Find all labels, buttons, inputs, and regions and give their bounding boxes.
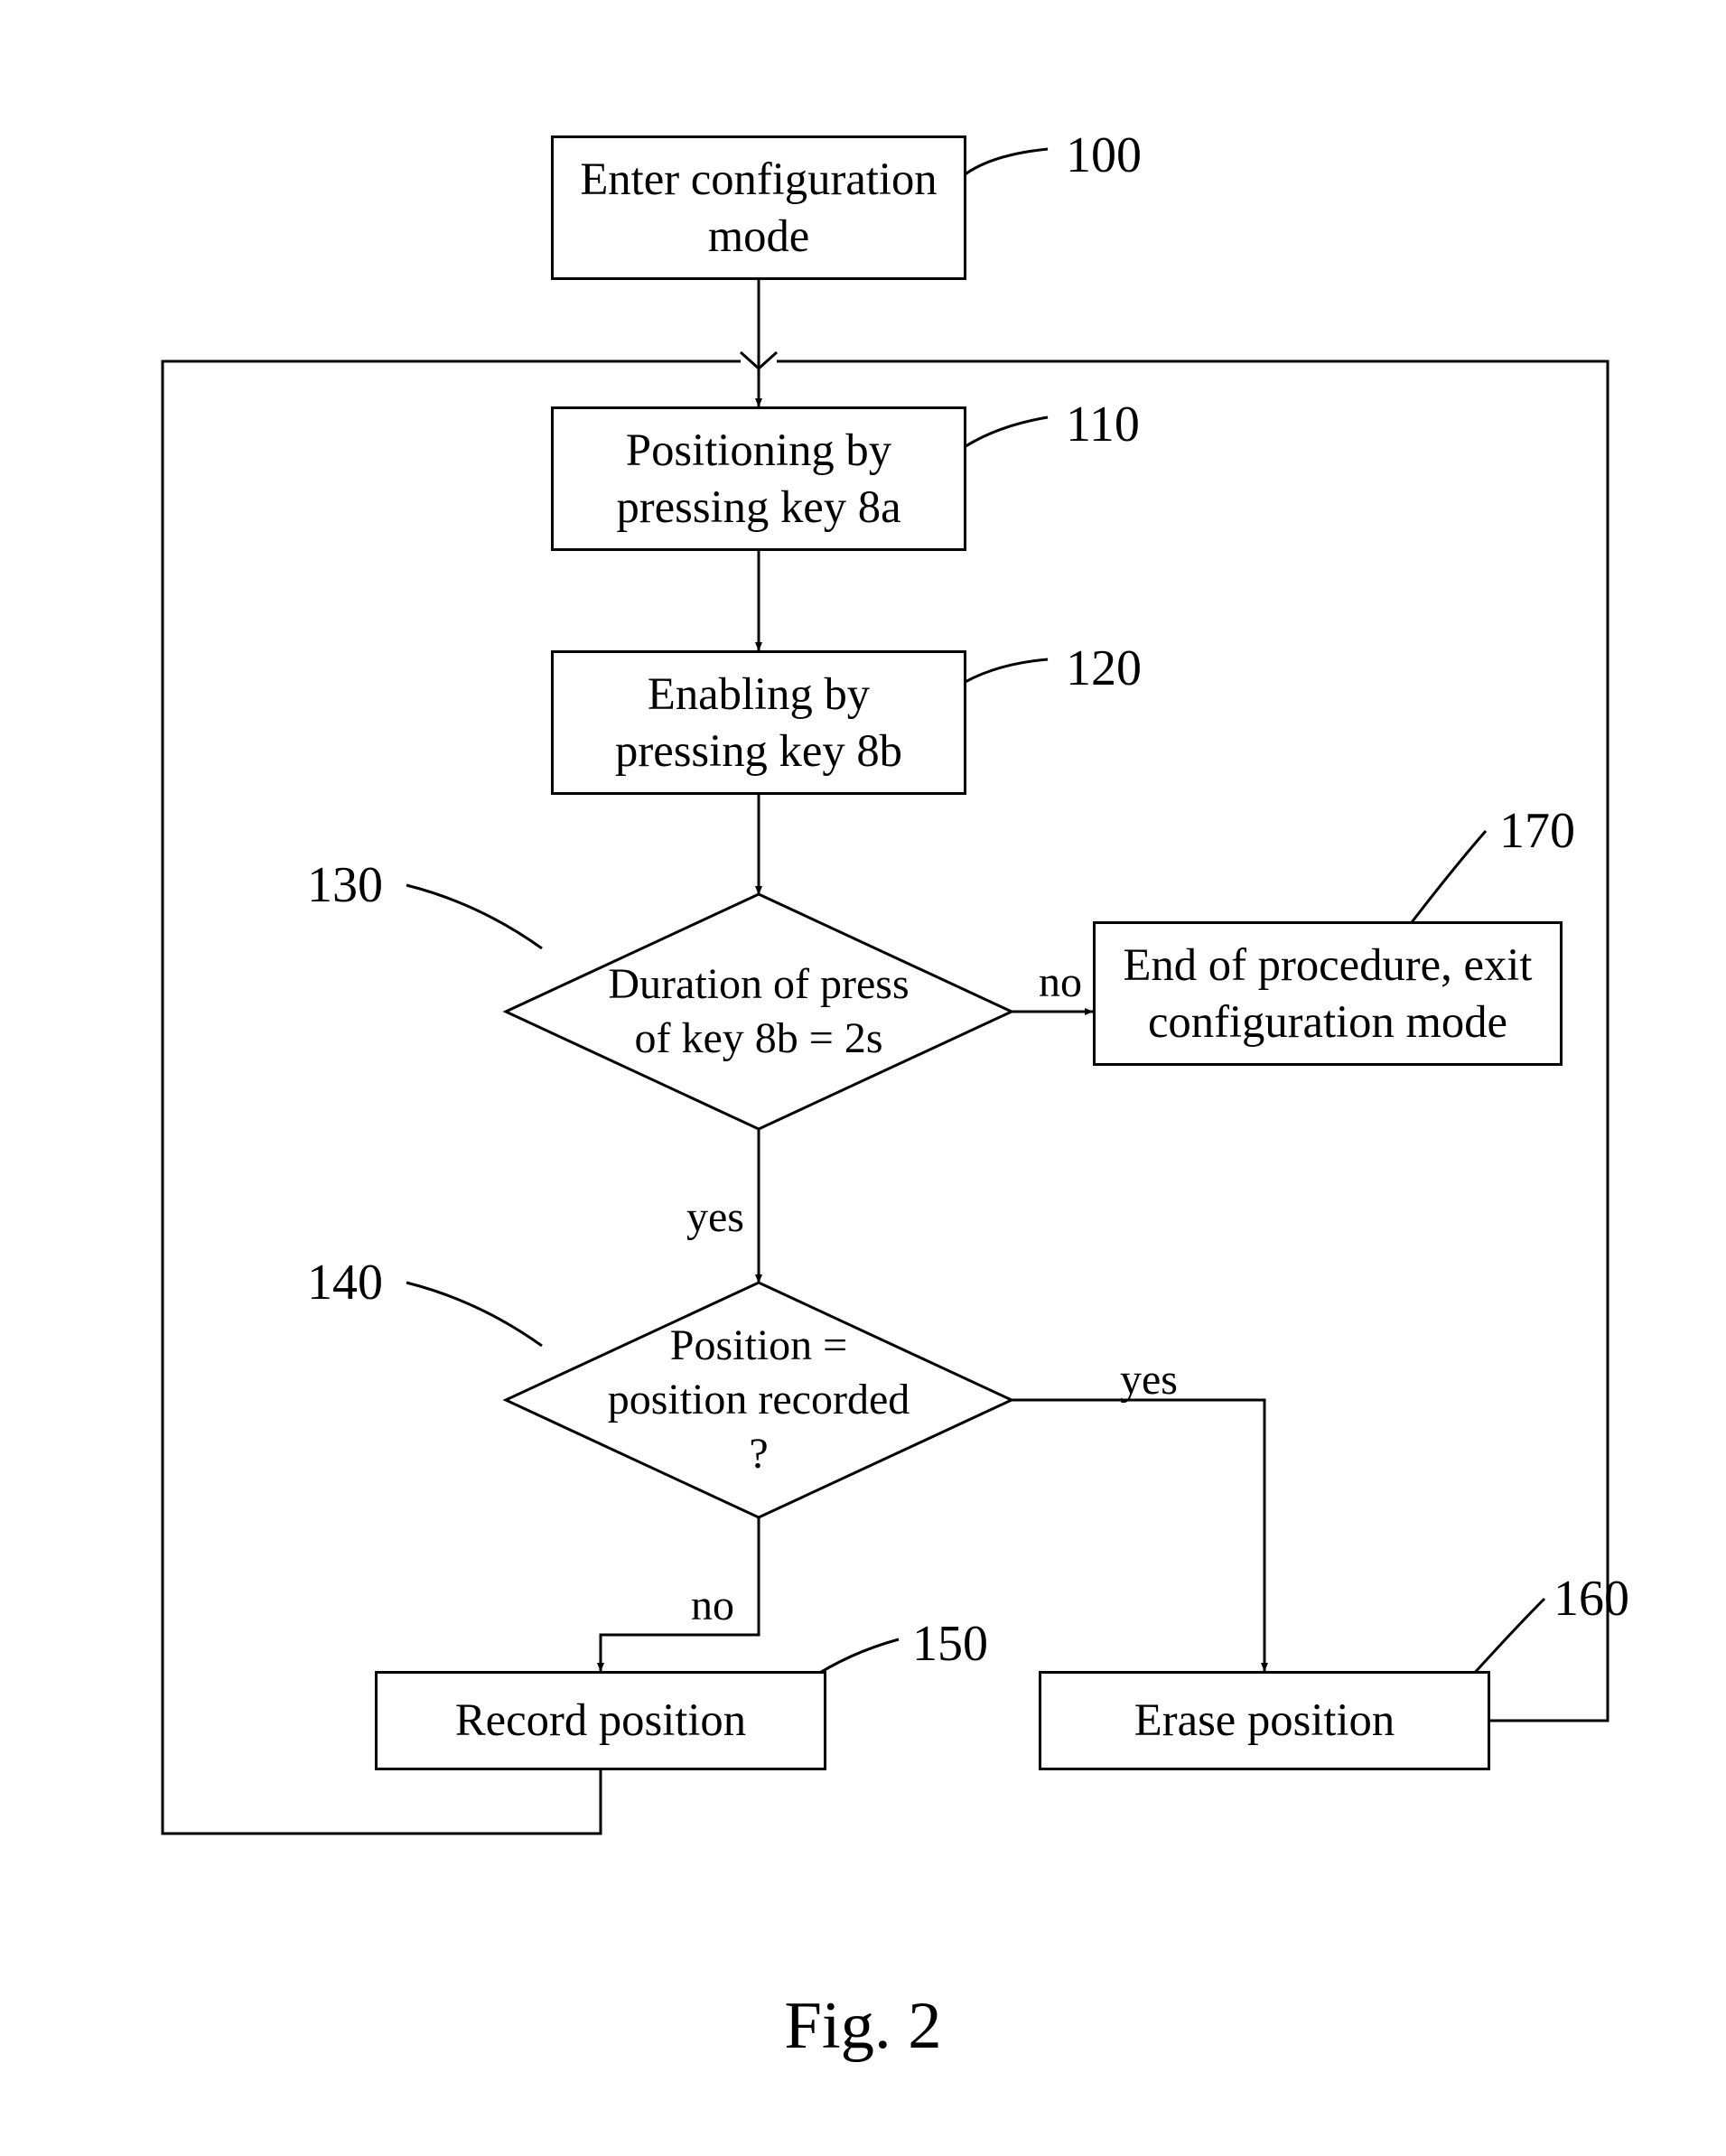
node-text: Duration of press of key 8b = 2s (596, 957, 921, 1066)
node-duration-decision: Duration of press of key 8b = 2s (506, 894, 1012, 1129)
node-record-position: Record position (375, 1671, 826, 1770)
node-erase-position: Erase position (1039, 1671, 1490, 1770)
ref-label-110: 110 (1066, 396, 1140, 453)
ref-label-120: 120 (1066, 639, 1142, 697)
node-enter-config: Enter configuration mode (551, 135, 966, 280)
node-positioning: Positioning by pressing key 8a (551, 406, 966, 551)
ref-label-130: 130 (307, 856, 383, 914)
ref-label-160: 160 (1553, 1570, 1629, 1628)
ref-label-140: 140 (307, 1254, 383, 1311)
edge-label-no-140: no (691, 1581, 734, 1630)
figure-caption: Fig. 2 (0, 1987, 1726, 2065)
node-text: Record position (455, 1692, 746, 1749)
node-text: Positioning by pressing key 8a (572, 422, 946, 537)
flowchart-canvas: Enter configuration mode Positioning by … (0, 0, 1726, 2156)
node-text: Erase position (1134, 1692, 1395, 1749)
node-text: Enter configuration mode (572, 151, 946, 266)
node-enabling: Enabling by pressing key 8b (551, 650, 966, 795)
ref-label-100: 100 (1066, 126, 1142, 184)
node-position-decision: Position = position recorded ? (506, 1283, 1012, 1517)
node-text: Position = position recorded ? (605, 1319, 912, 1481)
ref-label-150: 150 (912, 1615, 988, 1673)
edge-label-no-130: no (1039, 957, 1082, 1007)
node-text: Enabling by pressing key 8b (572, 666, 946, 780)
edge-label-yes-140: yes (1120, 1355, 1178, 1405)
edge-label-yes-130: yes (686, 1192, 744, 1242)
node-end-procedure: End of procedure, exit configuration mod… (1093, 921, 1563, 1066)
ref-label-170: 170 (1499, 802, 1575, 860)
node-text: End of procedure, exit configuration mod… (1114, 937, 1542, 1051)
